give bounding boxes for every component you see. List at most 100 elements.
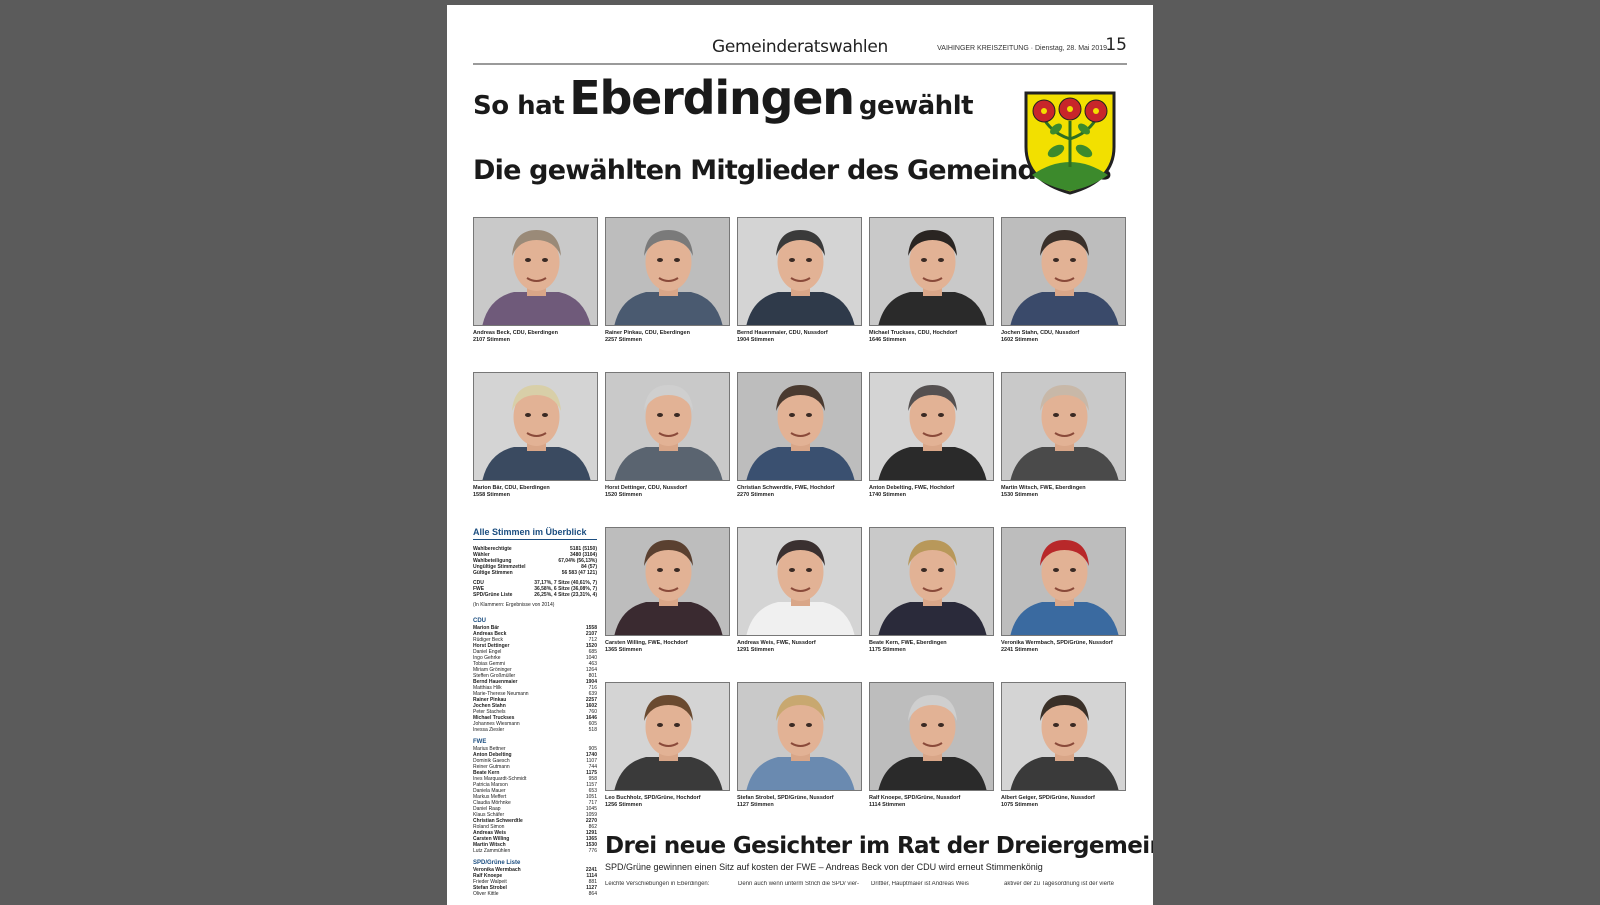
sidebar-row: Marion Bär 1558 xyxy=(473,625,597,631)
sidebar-row: Rainer Pinkau 2257 xyxy=(473,697,597,703)
sidebar-row-value: 1291 xyxy=(585,830,597,836)
sidebar-row-value: 1157 xyxy=(586,782,597,788)
sidebar-row-value: 1059 xyxy=(585,812,597,818)
member-card: Andreas Weis, FWE, Nussdorf 1291 Stimmen xyxy=(737,527,862,654)
portrait-photo xyxy=(1001,372,1126,481)
sidebar-row-label: SPD/Grüne Liste xyxy=(473,592,513,598)
member-name: Andreas Weis, FWE, Nussdorf xyxy=(737,640,816,646)
sidebar-row: Marie-Therese Neumann 639 xyxy=(473,691,597,697)
sidebar-row-value: 1740 xyxy=(585,752,597,758)
sidebar-row: Gültige Stimmen 56 583 (47 121) xyxy=(473,570,597,576)
sidebar-row-value: 864 xyxy=(588,891,597,897)
member-votes: 1075 Stimmen xyxy=(1001,802,1038,808)
sidebar-row: Marius Bettner 905 xyxy=(473,746,597,752)
sidebar-row-value: 1107 xyxy=(586,758,597,764)
member-name: Marion Bär, CDU, Eberdingen xyxy=(473,485,550,491)
member-name: Rainer Pinkau, CDU, Eberdingen xyxy=(605,330,690,336)
sidebar-row-value: 2241 xyxy=(585,867,597,873)
sidebar-row: Horst Dettinger 1520 xyxy=(473,643,597,649)
sidebar-row: Steffen Großmüller 801 xyxy=(473,673,597,679)
sidebar-row: Frieder Walpeit 881 xyxy=(473,879,597,885)
sidebar-row-value: 1040 xyxy=(585,655,597,661)
article-title: Drei neue Gesichter im Rat der Dreiergem… xyxy=(605,833,1153,859)
member-name: Anton Debelting, FWE, Hochdorf xyxy=(869,485,955,491)
sidebar-row: Beate Kern 1175 xyxy=(473,770,597,776)
sidebar-row-label: Klaus Schäfer xyxy=(473,812,505,818)
sidebar-row: Inessa Ziesler 518 xyxy=(473,727,597,733)
sidebar-row-value: 1045 xyxy=(585,806,597,812)
sidebar-row: Miriam Gröninger 1264 xyxy=(473,667,597,673)
member-name: Jochen Stahn, CDU, Nussdorf xyxy=(1001,330,1080,336)
sidebar-row-value: 1175 xyxy=(586,770,597,776)
sidebar-row: Wähler 3480 (3104) xyxy=(473,552,597,558)
portrait-photo xyxy=(869,527,994,636)
sidebar-row-value: 1646 xyxy=(585,715,597,721)
sidebar-row-label: Ines Marquardt-Schmidt xyxy=(473,776,527,782)
sidebar-row-value: 1904 xyxy=(585,679,597,685)
sidebar-row-value: 518 xyxy=(588,727,597,733)
sidebar-row-label: Claudia Mörhnke xyxy=(473,800,511,806)
sidebar-row: Anton Debelting 1740 xyxy=(473,752,597,758)
article-column: aktiver der zu Tagesordnung ist der vier… xyxy=(1004,881,1114,887)
portrait-photo xyxy=(605,682,730,791)
sidebar-row: Dominik Gaesch 1107 xyxy=(473,758,597,764)
sidebar-row: Ingo Gehrke 1040 xyxy=(473,655,597,661)
sidebar-row-value: 1602 xyxy=(585,703,597,709)
sidebar-row: Christian Schwerdtle 2270 xyxy=(473,818,597,824)
sidebar-row-value: 862 xyxy=(588,824,597,830)
sidebar-row-value: 2270 xyxy=(585,818,597,824)
sidebar-row-label: Daniela Mauer xyxy=(473,788,506,794)
sidebar-row-value: 717 xyxy=(588,800,597,806)
sidebar-row-label: Oliver Kittle xyxy=(473,891,499,897)
sidebar-row-value: 1530 xyxy=(585,842,597,848)
candidate-lists: CDU Marion Bär 1558 Andreas Beck 2107 Rüdiger… xyxy=(473,618,597,897)
portrait-photo xyxy=(1001,217,1126,326)
sidebar-row-label: Tobias Gemmi xyxy=(473,661,505,667)
sidebar-row: Carsten Willing 1365 xyxy=(473,836,597,842)
sidebar-row: Andreas Weis 1291 xyxy=(473,830,597,836)
sidebar-row-label: Marie-Therese Neumann xyxy=(473,691,529,697)
portrait-photo xyxy=(605,527,730,636)
sidebar-title: Alle Stimmen im Überblick xyxy=(473,527,597,540)
sidebar-row-value: 1114 xyxy=(586,873,597,879)
sidebar-row-label: Daniel Raap xyxy=(473,806,501,812)
sidebar-row-value: 1127 xyxy=(586,885,597,891)
member-card: Ralf Knoepe, SPD/Grüne, Nussdorf 1114 Sti… xyxy=(869,682,994,809)
sidebar-row: Klaus Schäfer 1059 xyxy=(473,812,597,818)
sidebar-row-label: Veronika Wermbach xyxy=(473,867,521,873)
sidebar-row-label: Matthias Hilk xyxy=(473,685,502,691)
member-votes: 1530 Stimmen xyxy=(1001,492,1038,498)
sidebar-row-label: Jochen Stahn xyxy=(473,703,506,709)
sidebar-row-value: 712 xyxy=(588,637,597,643)
sidebar-row-label: Steffen Großmüller xyxy=(473,673,516,679)
member-name: Horst Dettinger, CDU, Nussdorf xyxy=(605,485,687,491)
member-card: Marion Bär, CDU, Eberdingen 1558 Stimmen xyxy=(473,372,598,499)
sidebar-row-label: Martin Witsch xyxy=(473,842,506,848)
article-body: Leichte Verschiebungen in Eberdingen: De… xyxy=(605,881,1127,887)
sidebar-row: Rüdiger Beck 712 xyxy=(473,637,597,643)
sidebar-row-value: 1365 xyxy=(585,836,597,842)
sidebar-row: Veronika Wermbach 2241 xyxy=(473,867,597,873)
member-votes: 1175 Stimmen xyxy=(869,647,906,653)
member-name: Veronika Wermbach, SPD/Grüne, Nussdorf xyxy=(1001,640,1113,646)
member-card: Beate Kern, FWE, Eberdingen 1175 Stimmen xyxy=(869,527,994,654)
sidebar-row-value: 905 xyxy=(588,746,597,752)
sidebar-row: Michael Truckses 1646 xyxy=(473,715,597,721)
member-card: Rainer Pinkau, CDU, Eberdingen 2257 Stimm… xyxy=(605,217,730,344)
sidebar-row-value: 67,04% (56,13%) xyxy=(558,558,597,564)
sidebar-row-value: 605 xyxy=(588,721,597,727)
sidebar-row: Andreas Beck 2107 xyxy=(473,631,597,637)
member-votes: 1114 Stimmen xyxy=(869,802,906,808)
sidebar-row-value: 776 xyxy=(588,848,597,854)
sidebar-row-label: Horst Dettinger xyxy=(473,643,510,649)
subheadline: Die gewählten Mitglieder des Gemeinderat… xyxy=(473,155,1112,186)
sidebar-row-value: 1520 xyxy=(585,643,597,649)
member-votes: 1365 Stimmen xyxy=(605,647,642,653)
sidebar-row-label: Marius Bettner xyxy=(473,746,506,752)
sidebar-row: Patricia Marson 1157 xyxy=(473,782,597,788)
party-heading: FWE xyxy=(473,739,487,745)
party-heading: SPD/Grüne Liste xyxy=(473,860,521,866)
sidebar-row-value: 37,17%, 7 Sitze (40,61%, 7) xyxy=(534,580,597,586)
member-name: Bernd Hauenmaier, CDU, Nussdorf xyxy=(737,330,828,336)
sidebar-row-value: 801 xyxy=(588,673,597,679)
